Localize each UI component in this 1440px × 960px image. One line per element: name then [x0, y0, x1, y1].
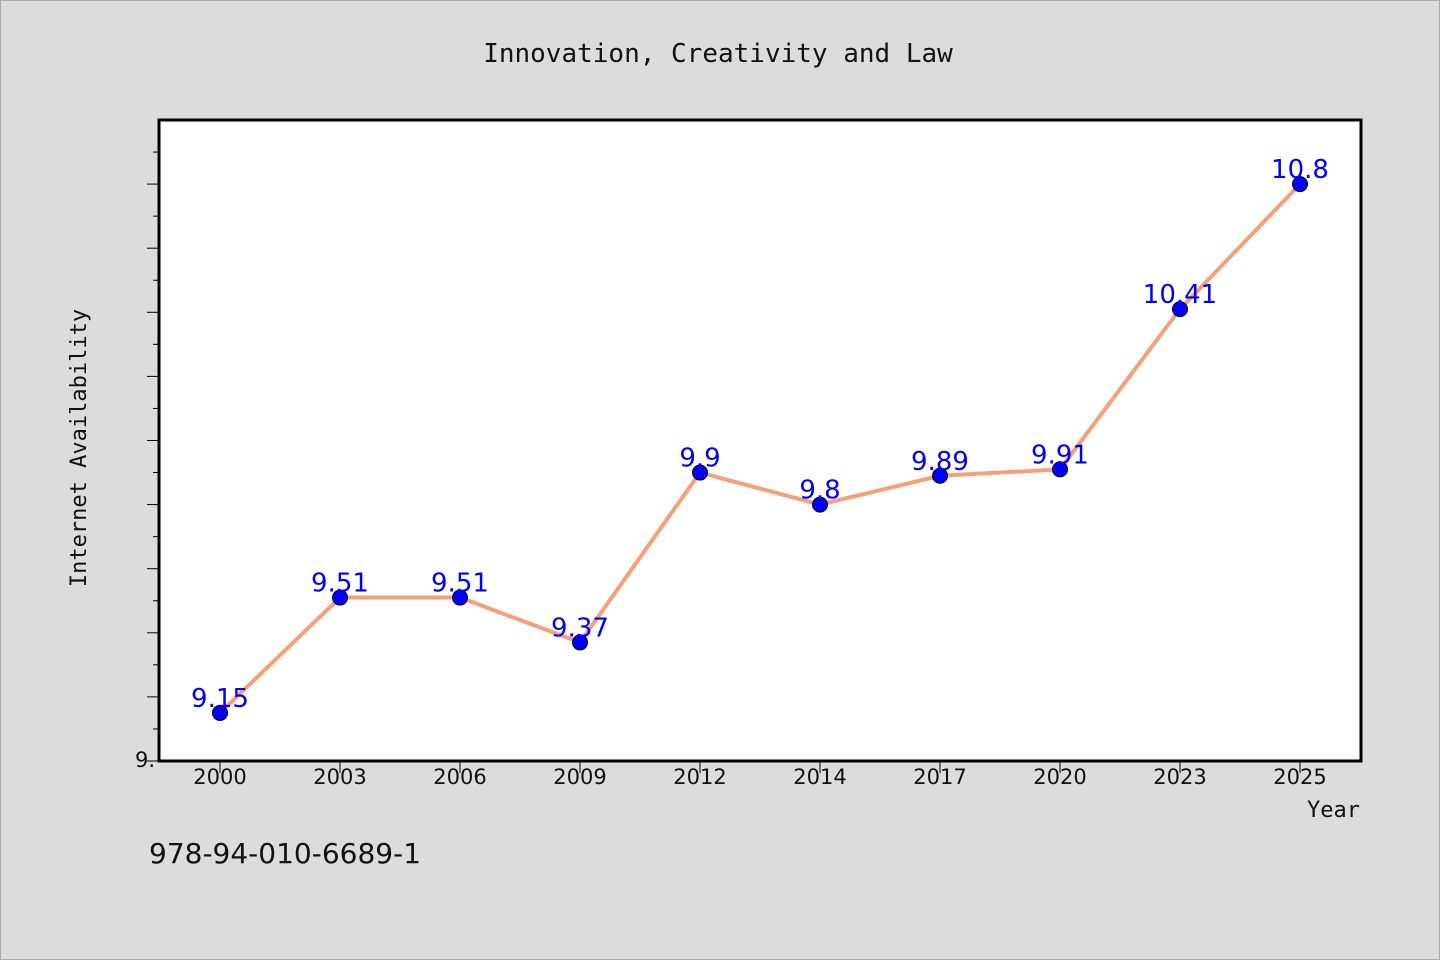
data-point-label: 10.8	[1271, 155, 1329, 185]
x-tick-label: 2020	[1033, 765, 1086, 789]
y-axis-label: Internet Availability	[67, 309, 92, 587]
series-layer	[212, 176, 1308, 721]
data-point-marker	[692, 464, 708, 481]
y-tick-label: 9.	[135, 748, 155, 772]
data-point-marker	[452, 589, 468, 606]
data-point-label: 10.41	[1143, 280, 1217, 310]
x-tick-label: 2025	[1273, 765, 1326, 789]
data-point-marker	[1292, 176, 1308, 193]
plot-area	[157, 118, 1363, 763]
data-point-marker	[332, 589, 348, 606]
data-point-marker	[212, 704, 228, 721]
x-tick-label: 2014	[793, 765, 846, 789]
x-tick-label: 2009	[553, 765, 606, 789]
isbn-footer: 978-94-010-6689-1	[149, 837, 421, 870]
data-point-marker	[572, 634, 588, 651]
data-point-label: 9.51	[431, 569, 489, 599]
data-point-label: 9.91	[1031, 440, 1089, 470]
data-point-label: 9.9	[679, 444, 720, 474]
data-point-marker	[1052, 461, 1068, 478]
data-labels: 9.15 9.51 9.51 9.37 9.9 9.8 9.89 9.91 10.41 10.8	[191, 155, 1329, 714]
data-point-marker	[812, 496, 828, 513]
x-axis-label: Year	[1307, 798, 1360, 823]
data-point-marker	[932, 467, 948, 484]
data-point-label: 9.51	[311, 569, 369, 599]
x-tick-label: 2017	[913, 765, 966, 789]
x-axis-ticks: 2000 2003 2006 2009 2012 2014 2017 2020 2023 2025	[193, 761, 1327, 789]
x-tick-label: 2012	[673, 765, 726, 789]
y-axis-ticks: 9.	[135, 151, 159, 772]
x-tick-label: 2003	[313, 765, 366, 789]
series-line	[218, 182, 1302, 715]
x-tick-label: 2006	[433, 765, 486, 789]
x-tick-label: 2000	[193, 765, 246, 789]
data-point-label: 9.89	[911, 447, 969, 477]
data-point-label: 9.8	[799, 476, 840, 506]
chart-title: Innovation, Creativity and Law	[483, 39, 953, 69]
data-point-label: 9.37	[551, 613, 609, 643]
data-point-marker	[1172, 301, 1188, 318]
data-point-label: 9.15	[191, 684, 249, 714]
x-tick-label: 2023	[1153, 765, 1206, 789]
